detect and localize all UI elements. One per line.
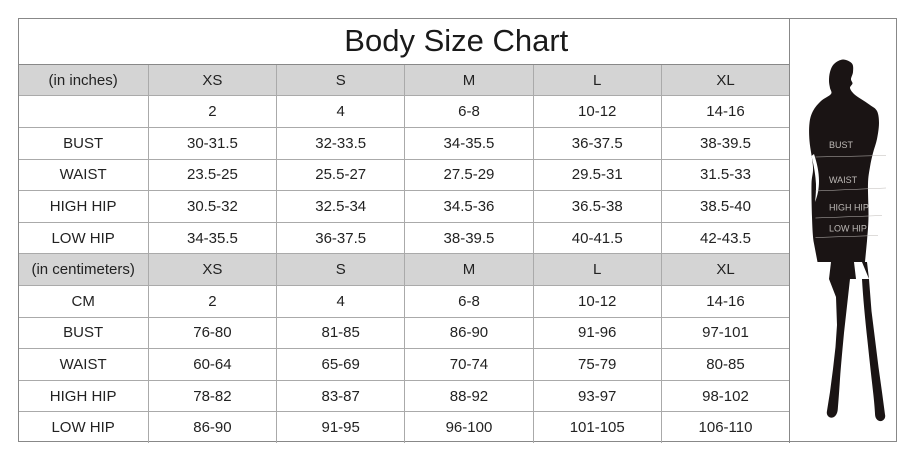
svg-text:BUST: BUST	[829, 140, 853, 150]
svg-text:WAIST: WAIST	[829, 175, 858, 185]
svg-text:LOW HIP: LOW HIP	[829, 223, 867, 233]
svg-text:HIGH HIP: HIGH HIP	[829, 202, 869, 212]
